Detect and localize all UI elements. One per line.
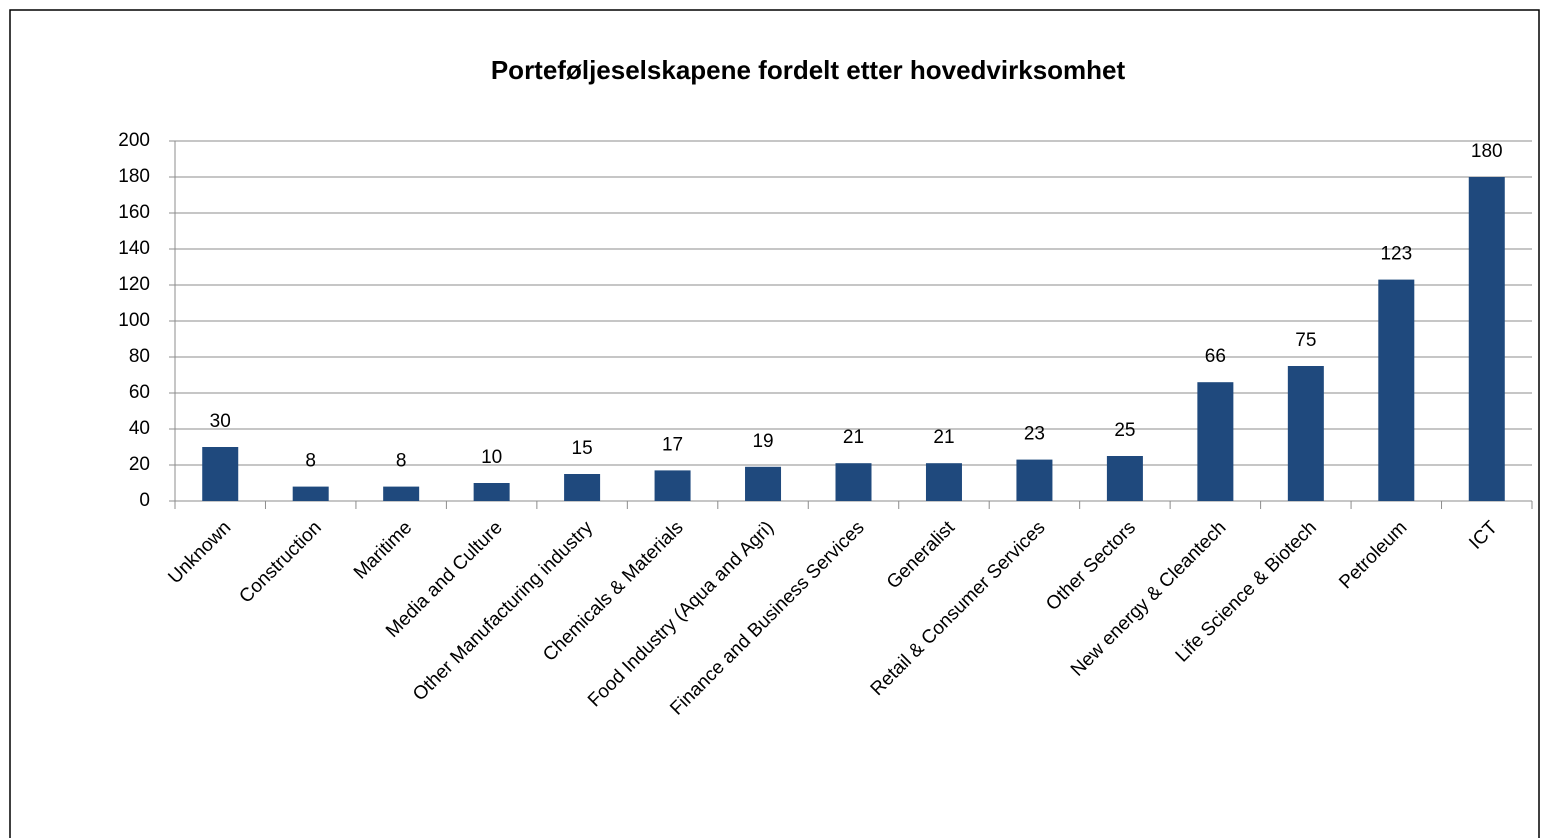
bar [1287,366,1324,501]
y-tick-label: 160 [118,202,150,223]
bar [1106,456,1143,501]
bar [654,470,691,501]
bar [202,447,239,501]
y-tick-label: 60 [129,382,150,403]
bar [835,463,872,501]
bar [1197,382,1234,501]
x-tick-label: Maritime [350,517,416,583]
y-tick-label: 140 [118,238,150,259]
x-tick-label: New energy & Cleantech [1067,517,1230,680]
y-tick-label: 0 [139,490,150,511]
bar [1468,177,1505,501]
x-tick-label: Construction [236,517,326,607]
y-tick-label: 20 [129,454,150,475]
chart-title: Porteføljeselskapene fordelt etter hoved… [491,55,1126,85]
data-label: 15 [572,438,593,459]
x-tick-label: Finance and Business Services [666,517,868,719]
x-tick-label: ICT [1465,517,1502,554]
data-label: 75 [1295,330,1316,351]
data-label: 19 [752,431,773,452]
data-label: 21 [843,427,864,448]
bar [292,486,329,501]
bar [383,486,420,501]
data-label: 25 [1114,420,1135,441]
data-label: 123 [1380,244,1412,265]
y-tick-label: 120 [118,274,150,295]
x-tick-label: Unknown [164,517,235,588]
y-tick-label: 100 [118,310,150,331]
y-tick-label: 80 [129,346,150,367]
x-tick-label: Generalist [883,517,960,594]
data-label: 10 [481,447,502,468]
data-label: 8 [396,451,407,472]
y-tick-label: 180 [118,166,150,187]
y-tick-label: 40 [129,418,150,439]
data-label: 66 [1205,346,1226,367]
x-tick-label: Petroleum [1335,517,1411,593]
bar [745,466,782,501]
data-label: 8 [305,451,316,472]
x-tick-label: Other Manufacturing industry [409,517,597,705]
y-tick-label: 200 [118,130,150,151]
data-label: 30 [210,411,231,432]
data-label: 23 [1024,424,1045,445]
bar [1378,279,1415,501]
chart-frame [9,9,1540,838]
bar [1016,459,1053,501]
data-label: 21 [933,427,954,448]
x-tick-label: Food Industry (Aqua and Agri) [584,517,778,711]
bar [925,463,962,501]
data-label: 17 [662,434,683,455]
bar [564,474,601,501]
x-tick-label: Retail & Consumer Services [867,517,1050,700]
data-label: 180 [1471,141,1503,162]
bar [473,483,510,501]
x-tick-label: Other Sectors [1042,517,1140,615]
